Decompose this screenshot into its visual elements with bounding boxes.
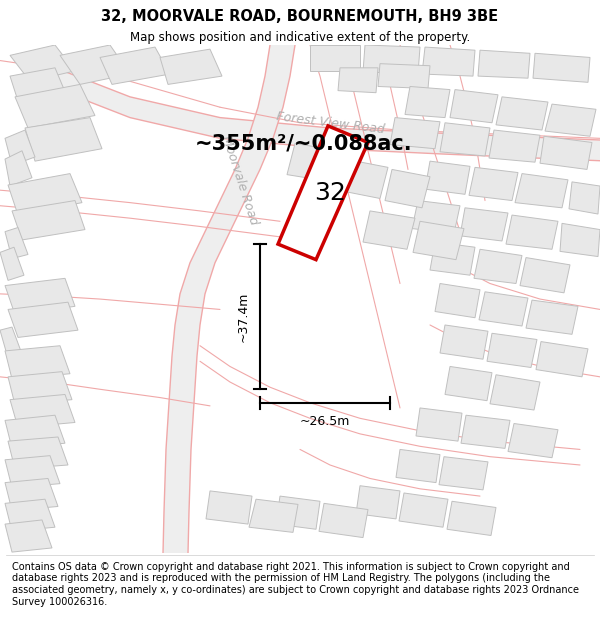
Polygon shape (378, 64, 430, 89)
Polygon shape (338, 159, 388, 199)
Polygon shape (15, 84, 95, 128)
Polygon shape (338, 68, 378, 92)
Polygon shape (319, 503, 368, 538)
Polygon shape (160, 49, 222, 84)
Polygon shape (560, 223, 600, 256)
Polygon shape (287, 144, 340, 182)
Polygon shape (276, 496, 320, 529)
Polygon shape (5, 499, 55, 531)
Polygon shape (50, 66, 600, 161)
Polygon shape (5, 278, 75, 314)
Polygon shape (440, 122, 490, 156)
Polygon shape (0, 248, 24, 281)
Text: ~37.4m: ~37.4m (237, 291, 250, 342)
Polygon shape (435, 284, 480, 318)
Polygon shape (356, 486, 400, 519)
Polygon shape (508, 424, 558, 458)
Polygon shape (405, 86, 450, 118)
Polygon shape (310, 45, 360, 71)
Polygon shape (8, 174, 82, 215)
Polygon shape (163, 45, 295, 553)
Text: 32, MOORVALE ROAD, BOURNEMOUTH, BH9 3BE: 32, MOORVALE ROAD, BOURNEMOUTH, BH9 3BE (101, 9, 499, 24)
Polygon shape (0, 327, 22, 358)
Polygon shape (515, 174, 568, 208)
Polygon shape (540, 136, 592, 169)
Polygon shape (399, 493, 448, 528)
Polygon shape (416, 408, 462, 441)
Polygon shape (533, 53, 590, 82)
Polygon shape (385, 169, 430, 208)
Polygon shape (5, 520, 52, 552)
Polygon shape (5, 130, 35, 165)
Polygon shape (363, 45, 420, 74)
Polygon shape (422, 47, 475, 76)
Polygon shape (60, 45, 130, 84)
Polygon shape (479, 292, 528, 326)
Polygon shape (396, 449, 440, 482)
Polygon shape (440, 325, 488, 359)
Polygon shape (545, 104, 596, 136)
Polygon shape (460, 208, 508, 241)
Polygon shape (5, 415, 65, 448)
Polygon shape (5, 456, 60, 488)
Polygon shape (363, 211, 415, 249)
Polygon shape (520, 258, 570, 293)
Polygon shape (8, 302, 78, 338)
Text: Forest View Road: Forest View Road (275, 110, 385, 136)
Polygon shape (430, 242, 475, 275)
Polygon shape (445, 366, 492, 401)
Polygon shape (490, 375, 540, 410)
Polygon shape (526, 300, 578, 334)
Text: ~26.5m: ~26.5m (300, 415, 350, 428)
Polygon shape (249, 499, 298, 532)
Text: ~355m²/~0.088ac.: ~355m²/~0.088ac. (195, 134, 413, 154)
Polygon shape (412, 201, 460, 234)
Polygon shape (425, 161, 470, 194)
Polygon shape (469, 168, 518, 201)
Polygon shape (413, 221, 464, 259)
Polygon shape (474, 249, 522, 284)
Polygon shape (450, 89, 498, 122)
Polygon shape (5, 346, 70, 379)
Polygon shape (10, 394, 75, 428)
Polygon shape (12, 201, 85, 240)
Polygon shape (206, 491, 252, 524)
Polygon shape (10, 68, 65, 101)
Text: Map shows position and indicative extent of the property.: Map shows position and indicative extent… (130, 31, 470, 44)
Polygon shape (5, 479, 58, 511)
Polygon shape (5, 151, 32, 186)
Polygon shape (506, 215, 558, 249)
Polygon shape (439, 457, 488, 490)
Text: 32: 32 (314, 181, 346, 205)
Polygon shape (278, 126, 368, 259)
Polygon shape (447, 501, 496, 536)
Polygon shape (100, 47, 170, 84)
Polygon shape (569, 182, 600, 214)
Polygon shape (487, 333, 537, 367)
Polygon shape (489, 130, 540, 162)
Polygon shape (536, 342, 588, 377)
Polygon shape (390, 118, 440, 149)
Polygon shape (8, 437, 68, 469)
Polygon shape (496, 97, 548, 130)
Text: Moorvale Road: Moorvale Road (220, 134, 260, 226)
Polygon shape (10, 45, 75, 81)
Polygon shape (25, 118, 102, 161)
Text: Contains OS data © Crown copyright and database right 2021. This information is : Contains OS data © Crown copyright and d… (12, 562, 579, 606)
Polygon shape (478, 50, 530, 78)
Polygon shape (8, 372, 72, 405)
Polygon shape (5, 228, 28, 259)
Polygon shape (461, 415, 510, 448)
